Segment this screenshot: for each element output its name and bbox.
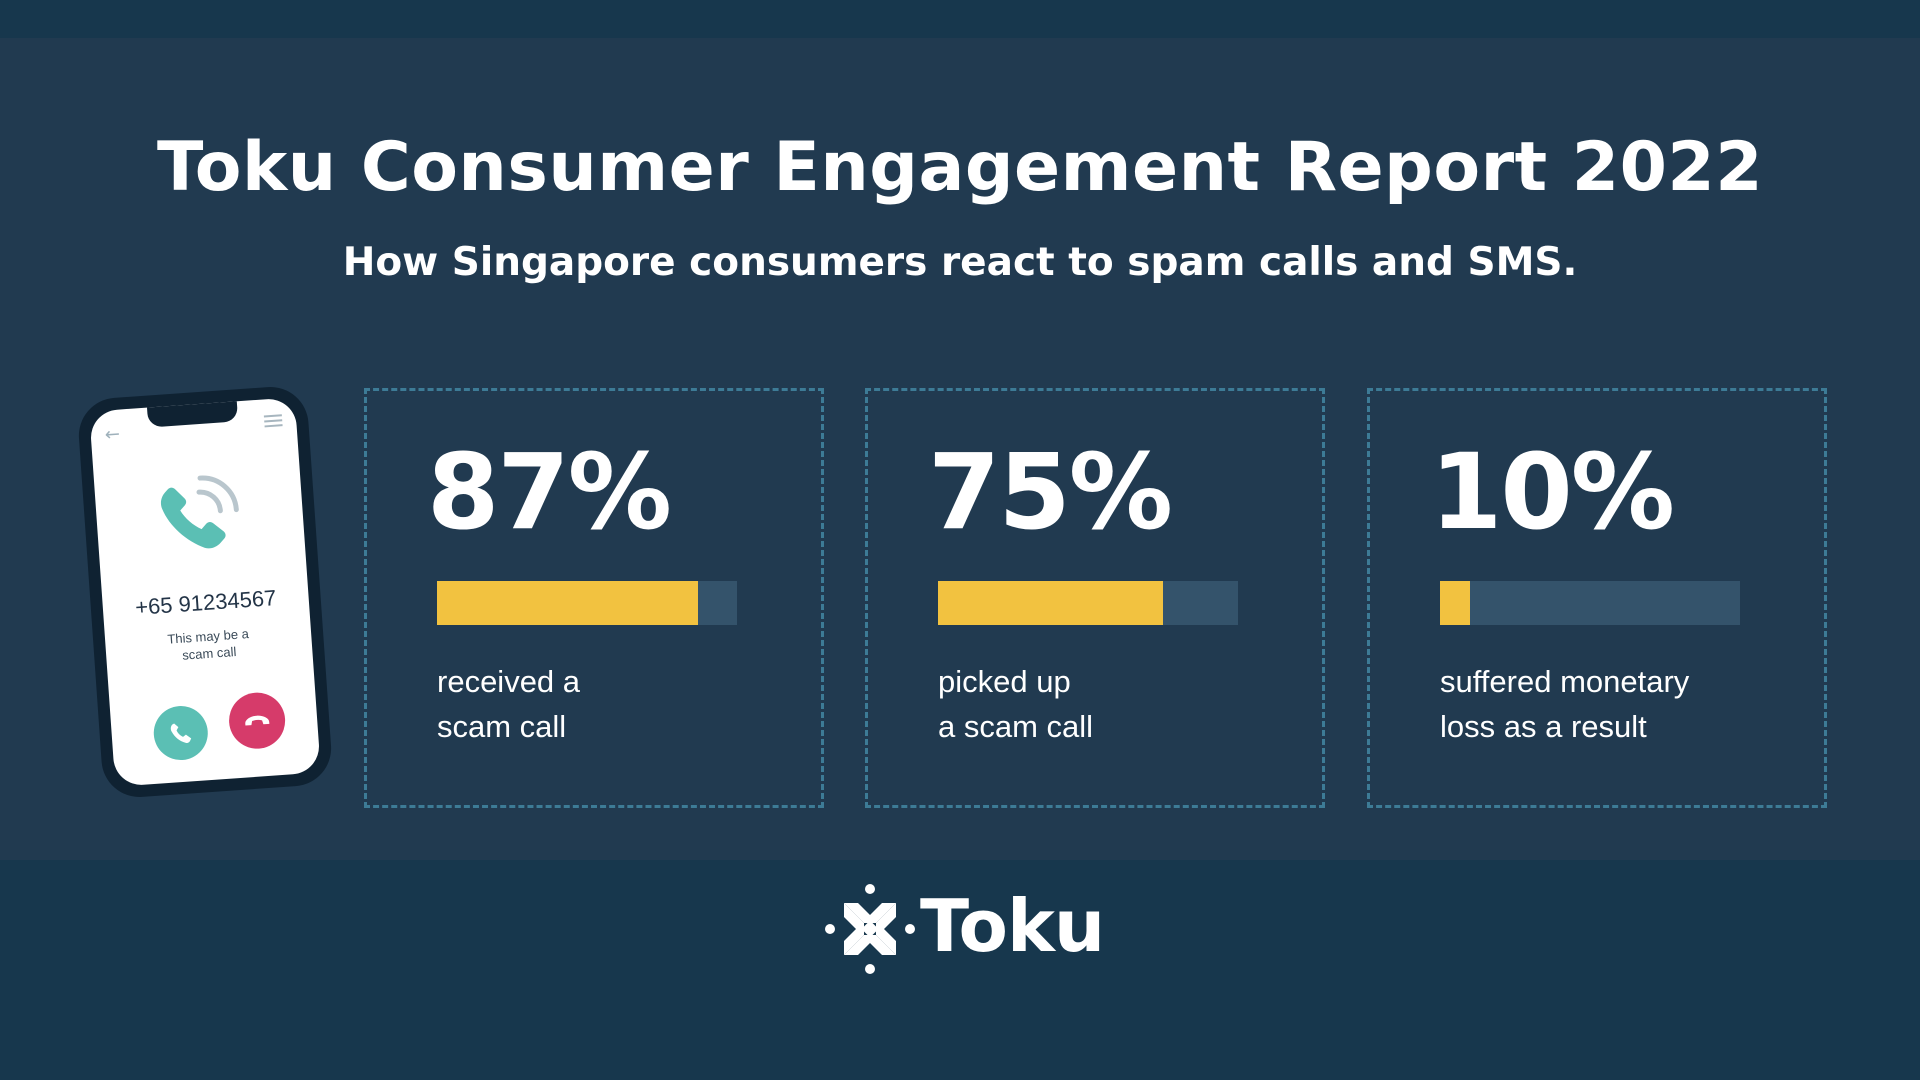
decline-call-button [227, 690, 287, 751]
stat-bar-track [437, 581, 737, 625]
phone-notch [146, 399, 239, 428]
stat-bar-track [1440, 581, 1740, 625]
toku-logo-mark-icon [825, 884, 915, 974]
stat-bar-fill [1440, 581, 1470, 625]
caller-warning: This may be a scam call [166, 626, 250, 663]
toku-logo: Toku [822, 878, 1105, 978]
page-title: Toku Consumer Engagement Report 2022 [156, 128, 1764, 207]
top-band [0, 0, 1920, 38]
caller-number: +65 91234567 [134, 585, 278, 620]
stat-label: received a scam call [437, 664, 581, 744]
accept-call-icon [170, 723, 192, 744]
stat-label: picked up a scam call [938, 664, 1094, 744]
stat-label: suffered monetary loss as a result [1440, 664, 1690, 744]
phone-screen: ← +65 91234567 This may be a scam call [89, 397, 321, 787]
decline-call-icon [245, 715, 270, 726]
footer [0, 860, 1920, 1080]
stat-value: 87% [427, 431, 672, 553]
phone-illustration: ← +65 91234567 This may be a scam call [76, 384, 334, 800]
stat-card-monetary-loss: 10% suffered monetary loss as a result [1367, 388, 1827, 808]
stat-card-picked-up: 75% picked up a scam call [865, 388, 1325, 808]
ringing-phone-icon [160, 475, 239, 549]
stat-bar-fill [938, 581, 1163, 625]
back-arrow-icon: ← [104, 423, 121, 446]
stat-value: 10% [1430, 431, 1675, 553]
toku-logo-text: Toku [920, 884, 1105, 968]
page-subtitle: How Singapore consumers react to spam ca… [342, 240, 1578, 285]
stat-bar-track [938, 581, 1238, 625]
stat-value: 75% [928, 431, 1173, 553]
menu-icon [263, 414, 283, 430]
stat-card-received: 87% received a scam call [364, 388, 824, 808]
stat-bar-fill [437, 581, 698, 625]
accept-call-button [151, 704, 210, 762]
